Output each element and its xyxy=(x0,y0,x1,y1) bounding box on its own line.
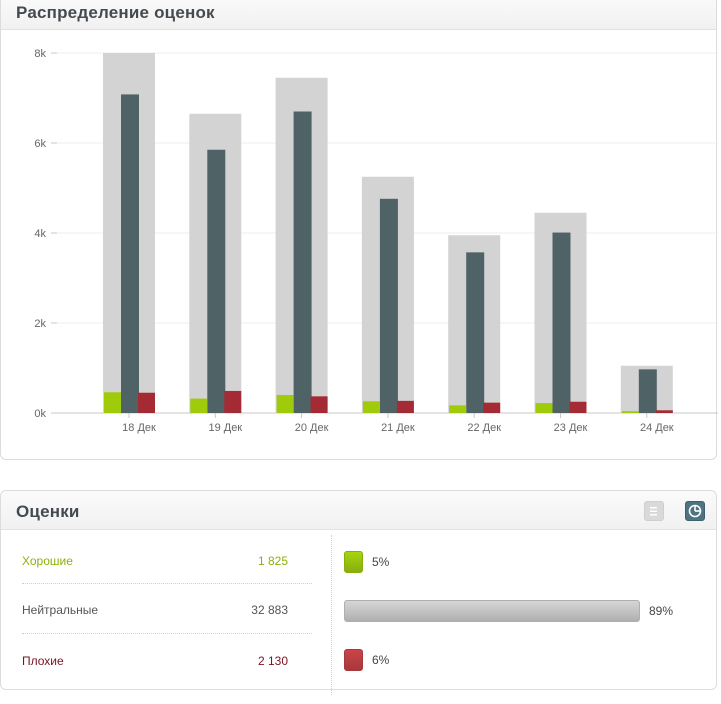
rating-count-good: 1 825 xyxy=(257,554,288,568)
percent-bar-fill-neutral xyxy=(344,600,640,622)
ratings-panel: Оценки Хорошие 1 825 Нейтральные 32 883 … xyxy=(0,490,717,695)
percent-bar-fill-good xyxy=(344,551,363,573)
bar-good xyxy=(362,401,380,413)
y-tick-label: 6k xyxy=(34,138,46,150)
rating-count-neutral: 32 883 xyxy=(251,603,288,617)
x-tick-label: 19 Дек xyxy=(208,422,242,434)
y-tick-label: 8k xyxy=(34,48,46,60)
percent-label-good: 5% xyxy=(372,555,390,569)
percent-bar-fill-bad xyxy=(344,649,363,671)
row-divider xyxy=(22,633,312,634)
bar-neutral xyxy=(207,149,226,413)
bar-neutral xyxy=(638,369,657,413)
rating-row-neutral[interactable]: Нейтральные 32 883 xyxy=(22,603,312,653)
ratings-panel-title: Оценки xyxy=(16,502,80,521)
x-tick-label: 20 Дек xyxy=(295,422,329,434)
bar-good xyxy=(276,395,294,413)
bar-good xyxy=(535,403,553,413)
percent-label-bad: 6% xyxy=(372,653,390,667)
y-tick-label: 0k xyxy=(34,408,46,420)
bar-good xyxy=(190,398,208,413)
bar-neutral xyxy=(552,232,571,413)
chart-panel-header: Распределение оценок xyxy=(1,0,716,30)
x-tick-label: 23 Дек xyxy=(554,422,588,434)
rating-label-bad: Плохие xyxy=(22,654,64,668)
bar-good xyxy=(104,392,121,413)
bar-bad xyxy=(569,401,587,413)
list-icon xyxy=(650,507,657,516)
column-divider xyxy=(331,535,332,695)
rating-count-bad: 2 130 xyxy=(257,654,288,668)
list-view-button[interactable] xyxy=(644,501,664,521)
bar-neutral xyxy=(121,94,139,414)
row-divider xyxy=(22,583,312,584)
x-tick-label: 24 Дек xyxy=(640,422,674,434)
rating-label-good: Хорошие xyxy=(22,554,73,568)
bar-neutral xyxy=(293,111,312,413)
x-tick-label: 21 Дек xyxy=(381,422,415,434)
x-tick-label: 18 Дек xyxy=(122,422,156,434)
ratings-panel-header: Оценки xyxy=(1,491,716,530)
bar-neutral xyxy=(466,252,485,413)
rating-distribution-panel: Распределение оценок 0k 2k 4k 6k 8k 18 Дек 19 … xyxy=(0,0,718,460)
bar-bad xyxy=(483,402,501,413)
bar-neutral xyxy=(379,198,398,413)
rating-distribution-chart: 0k 2k 4k 6k 8k 18 Дек 19 Дек 20 Дек 21 Дек 22 Дек… xyxy=(34,48,718,434)
bar-bad xyxy=(138,392,155,413)
x-tick-label: 22 Дек xyxy=(467,422,501,434)
rating-label-neutral: Нейтральные xyxy=(22,603,99,617)
pie-view-button[interactable] xyxy=(685,501,705,521)
bar-good xyxy=(449,405,467,413)
bar-bad xyxy=(224,390,242,413)
percent-label-neutral: 89% xyxy=(649,604,674,618)
bar-bad xyxy=(396,400,414,413)
y-tick-label: 2k xyxy=(34,318,46,330)
bar-bad xyxy=(310,396,328,413)
rating-row-bad[interactable]: Плохие 2 130 xyxy=(22,654,312,704)
bar-bad xyxy=(655,410,673,413)
bar-good xyxy=(621,411,639,413)
rating-row-good[interactable]: Хорошие 1 825 xyxy=(22,554,312,604)
pie-chart-icon xyxy=(688,504,702,518)
chart-panel-title: Распределение оценок xyxy=(16,3,215,22)
y-tick-label: 4k xyxy=(34,228,46,240)
